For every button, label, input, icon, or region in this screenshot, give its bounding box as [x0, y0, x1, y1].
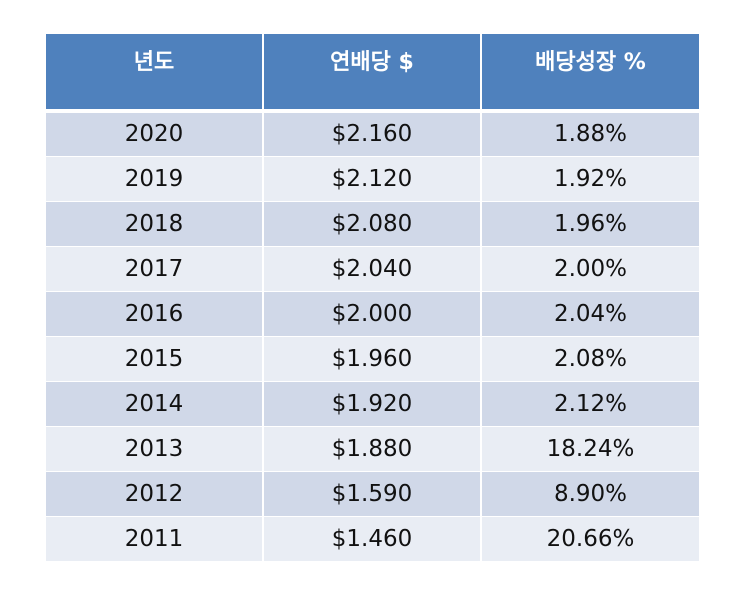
cell-dividend-growth: 20.66%	[481, 516, 699, 562]
cell-annual-dividend: $1.920	[263, 381, 482, 427]
cell-year: 2018	[46, 201, 264, 247]
header-year: 년도	[46, 34, 264, 113]
table-row: 2020 $2.160 1.88%	[46, 111, 699, 157]
cell-year: 2012	[46, 471, 264, 517]
table-row: 2017 $2.040 2.00%	[46, 246, 699, 292]
cell-dividend-growth: 1.96%	[481, 201, 699, 247]
table-row: 2011 $1.460 20.66%	[46, 516, 699, 562]
table-body: 2020 $2.160 1.88% 2019 $2.120 1.92% 2018…	[46, 111, 699, 562]
cell-annual-dividend: $1.960	[263, 336, 482, 382]
cell-year: 2016	[46, 291, 264, 337]
table-row: 2015 $1.960 2.08%	[46, 336, 699, 382]
cell-annual-dividend: $2.160	[263, 111, 482, 157]
table-header: 년도 연배당 $ 배당성장 %	[46, 34, 699, 113]
cell-year: 2014	[46, 381, 264, 427]
cell-annual-dividend: $1.590	[263, 471, 482, 517]
cell-dividend-growth: 18.24%	[481, 426, 699, 472]
cell-annual-dividend: $2.080	[263, 201, 482, 247]
cell-annual-dividend: $2.000	[263, 291, 482, 337]
cell-dividend-growth: 1.88%	[481, 111, 699, 157]
cell-year: 2013	[46, 426, 264, 472]
cell-year: 2020	[46, 111, 264, 157]
table-row: 2013 $1.880 18.24%	[46, 426, 699, 472]
table-row: 2018 $2.080 1.96%	[46, 201, 699, 247]
cell-year: 2019	[46, 156, 264, 202]
header-dividend-growth: 배당성장 %	[481, 34, 699, 113]
dividend-table: 년도 연배당 $ 배당성장 % 2020 $2.160 1.88% 2019 $…	[46, 34, 699, 562]
table-row: 2016 $2.000 2.04%	[46, 291, 699, 337]
table-row: 2014 $1.920 2.12%	[46, 381, 699, 427]
cell-year: 2011	[46, 516, 264, 562]
cell-dividend-growth: 2.00%	[481, 246, 699, 292]
cell-annual-dividend: $1.880	[263, 426, 482, 472]
cell-dividend-growth: 2.04%	[481, 291, 699, 337]
table-row: 2012 $1.590 8.90%	[46, 471, 699, 517]
cell-dividend-growth: 2.08%	[481, 336, 699, 382]
dividend-table-container: 년도 연배당 $ 배당성장 % 2020 $2.160 1.88% 2019 $…	[46, 34, 699, 562]
cell-annual-dividend: $2.040	[263, 246, 482, 292]
cell-annual-dividend: $2.120	[263, 156, 482, 202]
header-row: 년도 연배당 $ 배당성장 %	[46, 34, 699, 113]
cell-year: 2017	[46, 246, 264, 292]
header-annual-dividend: 연배당 $	[263, 34, 482, 113]
cell-annual-dividend: $1.460	[263, 516, 482, 562]
cell-dividend-growth: 8.90%	[481, 471, 699, 517]
cell-year: 2015	[46, 336, 264, 382]
cell-dividend-growth: 1.92%	[481, 156, 699, 202]
cell-dividend-growth: 2.12%	[481, 381, 699, 427]
table-row: 2019 $2.120 1.92%	[46, 156, 699, 202]
